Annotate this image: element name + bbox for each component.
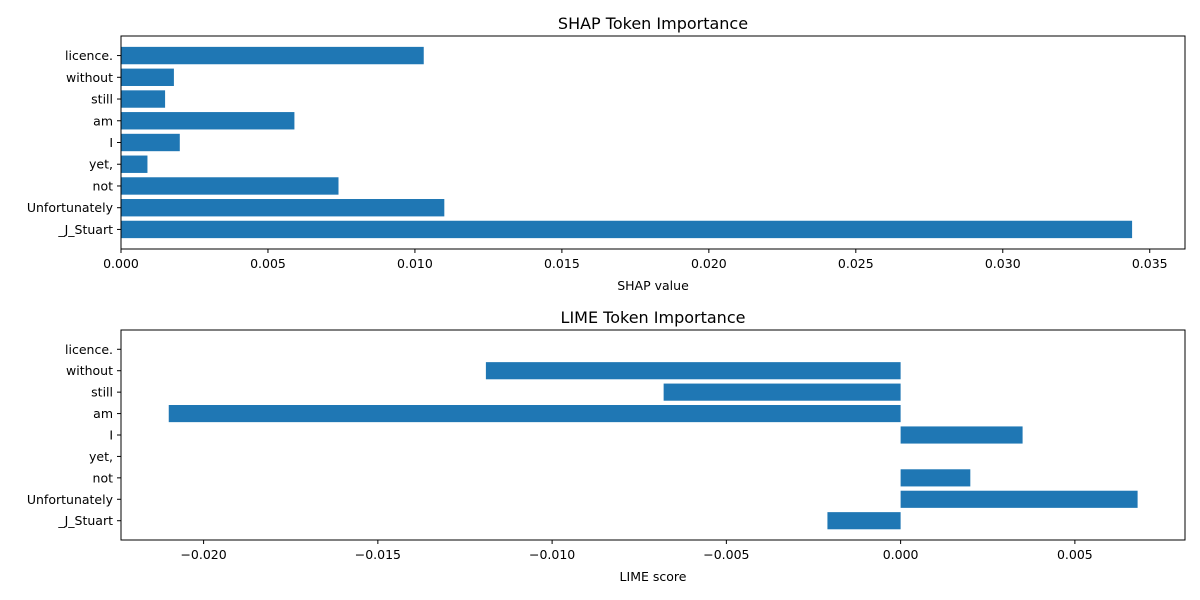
lime-x-axis-label: LIME score bbox=[620, 569, 687, 584]
lime-xtick-label: −0.015 bbox=[355, 547, 401, 562]
shap-ytick-label: Unfortunately bbox=[27, 200, 114, 215]
lime-bar-j-stuart bbox=[827, 512, 901, 530]
lime-xtick-label: −0.020 bbox=[180, 547, 226, 562]
lime-ytick-label: am bbox=[93, 406, 113, 421]
shap-bar-yet bbox=[121, 155, 148, 173]
lime-xtick-label: 0.000 bbox=[883, 547, 919, 562]
lime-xtick-label: −0.005 bbox=[703, 547, 749, 562]
shap-plot-frame bbox=[120, 35, 1186, 250]
shap-bar-unfortunately bbox=[121, 199, 445, 217]
shap-ytick-label: without bbox=[66, 70, 113, 85]
lime-xtick-label: 0.005 bbox=[1057, 547, 1093, 562]
lime-plot-frame bbox=[120, 329, 1186, 541]
shap-xtick-label: 0.015 bbox=[544, 256, 580, 271]
shap-xtick-label: 0.000 bbox=[103, 256, 139, 271]
lime-bar-still bbox=[663, 383, 901, 401]
shap-ytick-label: yet, bbox=[89, 157, 113, 172]
lime-ytick-label: without bbox=[66, 363, 113, 378]
lime-ytick-label: Unfortunately bbox=[27, 492, 114, 507]
shap-chart-title: SHAP Token Importance bbox=[558, 14, 748, 33]
lime-bar-i bbox=[900, 426, 1023, 444]
shap-ytick-label: not bbox=[93, 178, 114, 193]
shap-chart: _J_Stuart Unfortunately not yet, Iam still wit… bbox=[27, 14, 1186, 293]
shap-bar-licence bbox=[121, 46, 424, 65]
lime-bar-am bbox=[168, 405, 901, 423]
lime-xtick-label: −0.010 bbox=[529, 547, 575, 562]
shap-ytick-label: _J_Stuart bbox=[57, 222, 113, 237]
shap-ytick-label: still bbox=[91, 92, 113, 107]
lime-chart: _J_Stuart Unfortunately not yet, Iam still wit… bbox=[27, 308, 1186, 584]
shap-bar-am bbox=[121, 112, 295, 130]
shap-xtick-label: 0.030 bbox=[985, 256, 1021, 271]
shap-bar-not bbox=[121, 177, 339, 195]
shap-xtick-label: 0.010 bbox=[397, 256, 433, 271]
lime-ytick-label: still bbox=[91, 385, 113, 400]
shap-bar-j-stuart bbox=[121, 220, 1133, 239]
shap-xtick-label: 0.005 bbox=[250, 256, 286, 271]
shap-bar-i bbox=[121, 133, 180, 152]
lime-ytick-label: _J_Stuart bbox=[57, 513, 113, 528]
lime-ytick-label: licence. bbox=[65, 342, 113, 357]
lime-ytick-label: not bbox=[93, 470, 114, 485]
lime-bar-without bbox=[485, 362, 901, 380]
shap-bar-without bbox=[121, 68, 174, 86]
lime-chart-title: LIME Token Importance bbox=[561, 308, 746, 327]
shap-x-axis-label: SHAP value bbox=[617, 278, 689, 293]
shap-ytick-label: am bbox=[93, 113, 113, 128]
lime-bar-not bbox=[900, 469, 971, 487]
shap-bar-still bbox=[121, 90, 166, 108]
shap-ytick-label: licence. bbox=[65, 48, 113, 63]
shap-xtick-label: 0.035 bbox=[1132, 256, 1168, 271]
lime-ytick-label: I bbox=[109, 428, 113, 443]
shap-ytick-label: I bbox=[109, 135, 113, 150]
shap-xtick-label: 0.020 bbox=[691, 256, 727, 271]
lime-bar-unfortunately bbox=[900, 490, 1138, 508]
shap-xtick-label: 0.025 bbox=[838, 256, 874, 271]
lime-ytick-label: yet, bbox=[89, 449, 113, 464]
